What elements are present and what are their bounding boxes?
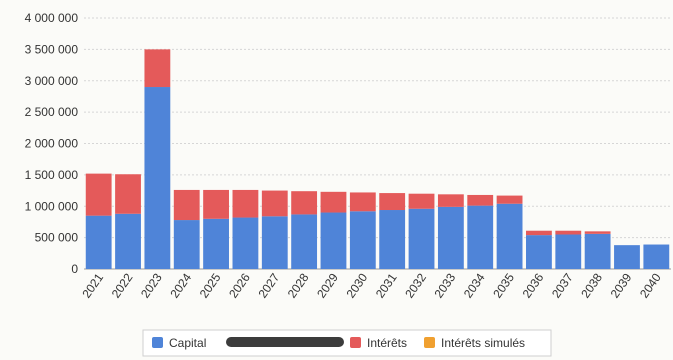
legend-label: Capital — [169, 336, 206, 350]
x-tick-label: 2031 — [373, 270, 400, 300]
bar-int-r-ts — [584, 231, 611, 234]
bar-int-r-ts — [555, 230, 582, 235]
y-tick-label: 1 500 000 — [25, 168, 79, 182]
legend: Capital Intérêts Intérêts simulés — [142, 329, 552, 357]
y-axis-tick-labels: 0 500 000 1 000 000 1 500 000 2 000 000 2 500… — [25, 11, 79, 276]
bar-int-r-ts — [173, 189, 200, 221]
bar-capital — [584, 233, 611, 269]
bar-capital — [144, 87, 171, 270]
x-tick-label: 2039 — [608, 270, 635, 300]
y-tick-label: 3 500 000 — [25, 42, 79, 56]
x-tick-label: 2029 — [314, 270, 341, 300]
x-tick-label: 2038 — [578, 270, 605, 300]
bar-capital — [379, 210, 406, 269]
bar-int-r-ts — [115, 174, 141, 214]
x-tick-label: 2027 — [255, 270, 282, 300]
bar-capital — [115, 213, 141, 269]
x-tick-label: 2035 — [490, 270, 517, 300]
x-tick-label: 2021 — [79, 270, 106, 300]
legend-redaction — [226, 337, 344, 347]
bar-int-r-ts — [408, 193, 435, 209]
y-tick-label: 4 000 000 — [25, 11, 79, 25]
bar-capital — [85, 215, 112, 269]
x-tick-label: 2024 — [167, 270, 194, 300]
legend-swatch — [350, 337, 361, 348]
bar-int-r-ts — [526, 230, 552, 236]
legend-swatch — [424, 337, 435, 348]
y-tick-label: 2 500 000 — [25, 105, 79, 119]
y-tick-label: 2 000 000 — [25, 137, 79, 151]
bar-capital — [408, 208, 435, 269]
x-tick-label: 2022 — [109, 270, 136, 300]
x-tick-label: 2036 — [520, 270, 547, 300]
x-tick-label: 2025 — [197, 270, 224, 300]
bar-capital — [320, 212, 347, 269]
grid-lines — [84, 17, 671, 270]
bar-int-r-ts — [232, 189, 259, 218]
bar-int-r-ts — [496, 195, 523, 204]
bar-capital — [614, 245, 640, 269]
bar-capital — [291, 214, 318, 269]
bar-int-r-ts — [85, 173, 112, 216]
bar-int-r-ts — [144, 49, 171, 88]
x-tick-label: 2033 — [432, 270, 459, 300]
bar-int-r-ts — [437, 194, 464, 207]
x-tick-label: 2034 — [461, 270, 488, 300]
x-tick-label: 2037 — [549, 270, 576, 300]
x-tick-label: 2040 — [637, 270, 664, 300]
bar-capital — [261, 216, 288, 269]
x-tick-label: 2030 — [343, 270, 370, 300]
bar-int-r-ts — [379, 193, 406, 211]
bars — [85, 49, 670, 270]
bar-int-r-ts — [320, 191, 347, 213]
legend-label: Intérêts simulés — [441, 336, 525, 350]
legend-label: Intérêts — [367, 336, 407, 350]
bar-int-r-ts — [261, 190, 288, 217]
bar-capital — [203, 218, 229, 269]
x-tick-label: 2032 — [402, 270, 429, 300]
x-tick-label: 2026 — [226, 270, 253, 300]
bar-capital — [349, 211, 376, 269]
y-tick-label: 0 — [71, 262, 78, 276]
bar-int-r-ts — [349, 192, 376, 212]
x-axis-tick-labels: 2021 2022 2023 2024 2025 2026 2027 2028 2029 2030… — [79, 270, 664, 300]
y-tick-label: 3 000 000 — [25, 74, 79, 88]
legend-box — [142, 329, 552, 357]
legend-swatch — [152, 337, 163, 348]
bar-int-r-ts — [291, 191, 318, 215]
bar-int-r-ts — [467, 194, 494, 206]
bar-capital — [526, 235, 552, 269]
bar-capital — [555, 234, 582, 269]
y-tick-label: 500 000 — [35, 231, 79, 245]
bar-capital — [173, 220, 200, 269]
x-tick-label: 2023 — [138, 270, 165, 300]
bar-capital — [467, 205, 494, 269]
bar-capital — [437, 206, 464, 269]
bar-capital — [496, 203, 523, 269]
bar-int-r-ts — [203, 189, 229, 219]
bar-capital — [232, 217, 259, 269]
x-tick-label: 2028 — [285, 270, 312, 300]
y-tick-label: 1 000 000 — [25, 199, 79, 213]
bar-capital — [643, 244, 670, 269]
